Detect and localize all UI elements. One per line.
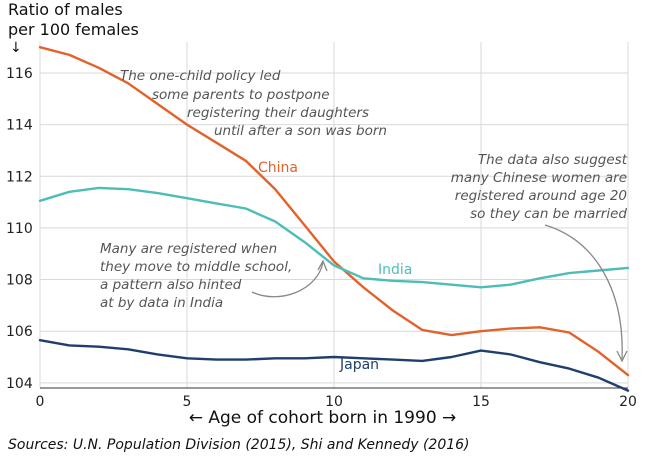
x-tick-label-5: 5 — [183, 394, 192, 410]
x-tick-label-0: 0 — [36, 394, 45, 410]
annotation-one-child-line-1: The one-child policy led — [120, 68, 281, 84]
annotation-middle-school-line-1: Many are registered when — [100, 241, 277, 257]
y-tick-label-110: 110 — [6, 221, 33, 237]
y-tick-label-106: 106 — [6, 324, 33, 340]
annotation-age-20-line-1: The data also suggest — [478, 152, 628, 168]
annotation-age-20-line-2: many Chinese women are — [451, 170, 627, 186]
arrow-middle-school — [251, 261, 324, 298]
source-note: Sources: U.N. Population Division (2015)… — [8, 437, 470, 453]
annotation-one-child-line-4: until after a son was born — [214, 123, 387, 139]
series-line-india — [38, 186, 630, 289]
annotation-middle-school-line-2: they move to middle school, — [100, 259, 292, 275]
y-tick-labels: 104 106 108 110 112 114 116 — [6, 66, 33, 392]
y-tick-label-108: 108 — [6, 273, 33, 289]
x-tick-labels: 0 5 10 15 20 — [36, 394, 637, 410]
x-tick-label-20: 20 — [619, 394, 637, 410]
grid-lines — [39, 42, 629, 388]
y-tick-label-104: 104 — [6, 376, 33, 392]
series-line-china — [38, 46, 630, 377]
series-line-japan — [38, 339, 630, 392]
y-axis-label-line-1: Ratio of males — [8, 0, 123, 19]
annotation-age-20-line-3: registered around age 20 — [455, 188, 627, 204]
arrowhead-middle-school — [317, 259, 328, 272]
annotation-one-child-line-3: registering their daughters — [187, 105, 369, 121]
x-axis-label: ← Age of cohort born in 1990 → — [188, 408, 457, 428]
series-label-japan: Japan — [339, 357, 379, 373]
y-axis-label-line-2: per 100 females — [8, 20, 139, 39]
y-tick-label-112: 112 — [6, 169, 33, 185]
x-tick-label-15: 15 — [472, 394, 490, 410]
y-tick-label-114: 114 — [6, 118, 33, 134]
y-tick-label-116: 116 — [6, 66, 33, 82]
series-label-china: China — [258, 160, 298, 176]
annotation-arrows — [251, 224, 628, 363]
annotation-age-20-line-4: so they can be married — [470, 206, 627, 222]
series-lines — [38, 46, 630, 392]
annotation-middle-school-line-4: at by data in India — [100, 295, 223, 311]
annotation-one-child-line-2: some parents to postpone — [152, 87, 330, 103]
arrowhead-age-20 — [616, 350, 628, 363]
x-tick-label-10: 10 — [325, 394, 343, 410]
arrow-age-20 — [544, 224, 623, 361]
y-axis-direction-arrow-icon: ↓ — [10, 40, 22, 56]
series-label-india: India — [378, 262, 412, 278]
annotation-middle-school-line-3: a pattern also hinted — [100, 277, 242, 293]
